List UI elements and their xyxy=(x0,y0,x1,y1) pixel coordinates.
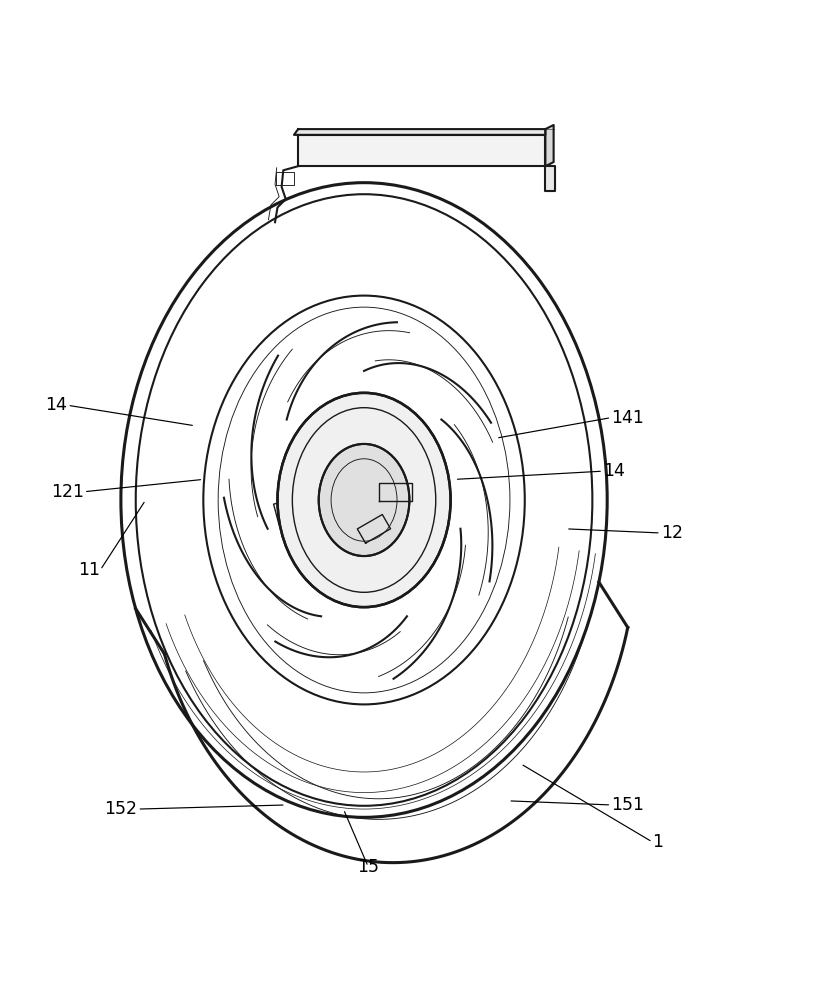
Ellipse shape xyxy=(121,183,607,817)
Text: 14: 14 xyxy=(45,396,67,414)
Polygon shape xyxy=(545,166,555,191)
Text: 14: 14 xyxy=(603,462,625,480)
Text: 141: 141 xyxy=(611,409,644,427)
Text: 12: 12 xyxy=(661,524,683,542)
Text: 11: 11 xyxy=(79,561,100,579)
Polygon shape xyxy=(294,129,545,135)
Text: 151: 151 xyxy=(611,796,644,814)
Polygon shape xyxy=(545,125,553,166)
Polygon shape xyxy=(298,135,545,166)
Text: 152: 152 xyxy=(104,800,137,818)
Ellipse shape xyxy=(318,444,409,556)
Ellipse shape xyxy=(278,393,451,607)
Text: 121: 121 xyxy=(50,483,84,501)
Text: 15: 15 xyxy=(357,858,379,876)
Text: 1: 1 xyxy=(653,833,663,851)
